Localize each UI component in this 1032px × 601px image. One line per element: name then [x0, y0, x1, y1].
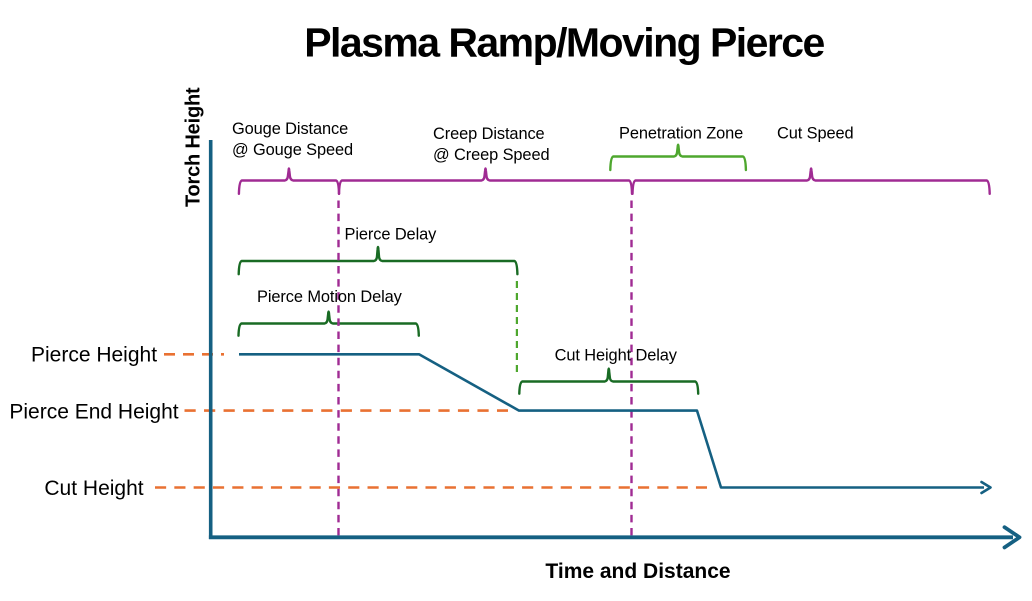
svg-text:Pierce Motion Delay: Pierce Motion Delay	[257, 288, 403, 306]
svg-text:Time and Distance: Time and Distance	[545, 560, 730, 583]
svg-text:Cut Height Delay: Cut Height Delay	[555, 347, 678, 365]
svg-text:Penetration Zone: Penetration Zone	[619, 124, 743, 142]
svg-text:Creep Distance: Creep Distance	[433, 125, 545, 143]
svg-text:Pierce Delay: Pierce Delay	[345, 226, 438, 244]
svg-text:Pierce Height: Pierce Height	[31, 344, 157, 367]
svg-text:Torch Height: Torch Height	[183, 87, 205, 207]
svg-text:Plasma Ramp/Moving Pierce: Plasma Ramp/Moving Pierce	[304, 20, 824, 66]
svg-text:Gouge Distance: Gouge Distance	[232, 120, 348, 138]
svg-text:Cut Speed: Cut Speed	[777, 124, 854, 142]
svg-text:@ Gouge Speed: @ Gouge Speed	[232, 141, 353, 159]
svg-text:@ Creep Speed: @ Creep Speed	[433, 146, 549, 164]
svg-text:Cut Height: Cut Height	[44, 477, 143, 500]
svg-text:Pierce End Height: Pierce End Height	[9, 400, 178, 423]
